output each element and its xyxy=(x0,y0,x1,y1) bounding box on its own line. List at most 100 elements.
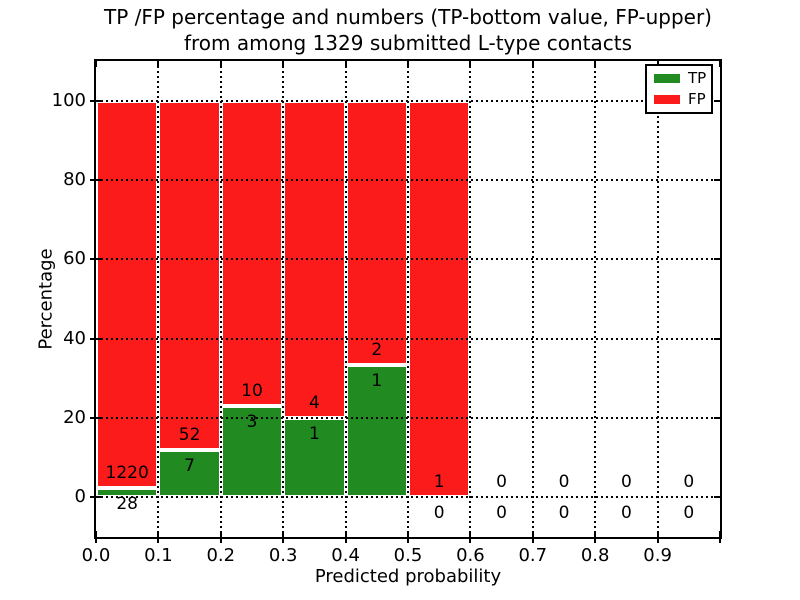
fp-count-label: 10 xyxy=(241,380,263,401)
x-tick-mark xyxy=(656,531,659,537)
tp-count-label: 1 xyxy=(371,371,383,392)
x-tick-label: 0.3 xyxy=(268,545,298,566)
x-tick-mark xyxy=(531,531,534,537)
y-tick-mark xyxy=(96,99,102,102)
x-tick-mark xyxy=(531,539,534,543)
x-tick-mark xyxy=(344,61,347,67)
legend-item-tp: TP xyxy=(654,69,707,87)
tp-count-label: 0 xyxy=(558,503,570,524)
gridline-horizontal xyxy=(96,179,720,181)
y-tick-mark xyxy=(96,179,102,181)
x-tick-mark xyxy=(95,531,97,537)
x-tick-mark xyxy=(719,539,721,543)
x-tick-mark xyxy=(407,539,409,543)
y-tick-label: 80 xyxy=(63,169,86,190)
x-tick-mark xyxy=(157,61,160,67)
tp-count-label: 0 xyxy=(496,503,507,524)
x-tick-label: 0.7 xyxy=(518,545,548,566)
x-tick-mark xyxy=(157,531,160,537)
x-tick-mark xyxy=(95,61,97,67)
y-tick-mark xyxy=(714,99,720,102)
x-tick-mark xyxy=(719,531,721,537)
x-tick-label: 0.1 xyxy=(144,545,173,566)
gridline-vertical xyxy=(407,61,409,537)
y-tick-label: 0 xyxy=(74,486,86,508)
x-tick-label: 0.0 xyxy=(81,545,111,566)
bar-tp-segment xyxy=(345,365,408,498)
y-tick-label: 20 xyxy=(63,407,86,428)
y-tick-label: 40 xyxy=(63,327,86,349)
y-tick-mark xyxy=(714,179,720,181)
tp-count-label: 0 xyxy=(683,503,695,524)
y-tick-mark xyxy=(714,337,720,340)
bar-tp-segment xyxy=(158,450,221,498)
gridline-vertical xyxy=(282,61,285,537)
gridline-horizontal xyxy=(96,417,720,419)
chart-title-line1: TP /FP percentage and numbers (TP-bottom… xyxy=(104,5,712,29)
chart-title-line2: from among 1329 submitted L-type contact… xyxy=(183,31,633,55)
fp-count-label: 0 xyxy=(558,472,570,493)
x-tick-mark xyxy=(594,539,597,543)
legend-label-tp: TP xyxy=(688,69,707,87)
x-tick-mark xyxy=(282,539,285,543)
y-tick-mark xyxy=(90,99,94,102)
x-tick-mark xyxy=(594,61,597,67)
x-tick-mark xyxy=(157,539,160,543)
bar-fp-segment xyxy=(220,100,284,406)
x-tick-label: 0.4 xyxy=(331,545,360,566)
fp-count-label: 4 xyxy=(308,393,320,413)
bar-fp-segment xyxy=(345,100,408,366)
fp-count-label: 52 xyxy=(178,425,201,446)
tp-count-label: 28 xyxy=(116,494,138,515)
y-tick-mark xyxy=(90,337,94,340)
x-tick-label: 0.8 xyxy=(580,545,610,566)
gridline-horizontal xyxy=(96,99,720,102)
x-tick-mark xyxy=(282,61,285,67)
x-tick-mark xyxy=(219,539,222,543)
x-tick-mark xyxy=(656,539,659,543)
gridline-vertical xyxy=(594,61,597,537)
bar-tp-segment xyxy=(283,418,346,498)
gridline-vertical xyxy=(469,61,472,537)
x-tick-label: 0.9 xyxy=(643,545,672,566)
x-tick-mark xyxy=(219,61,222,67)
y-tick-mark xyxy=(90,258,94,261)
gridline-horizontal xyxy=(96,496,720,499)
gridline-horizontal xyxy=(96,337,720,340)
y-tick-mark xyxy=(96,496,102,499)
y-tick-mark xyxy=(96,417,102,419)
x-tick-label: 0.5 xyxy=(393,545,423,566)
x-axis-label: Predicted probability xyxy=(314,566,502,587)
y-tick-mark xyxy=(714,258,720,261)
y-tick-mark xyxy=(96,258,102,261)
bar-fp-segment xyxy=(158,100,221,451)
x-tick-mark xyxy=(407,531,409,537)
y-tick-mark xyxy=(90,496,94,499)
y-tick-mark xyxy=(90,179,94,181)
tp-count-label: 0 xyxy=(433,503,445,524)
chart-title: TP /FP percentage and numbers (TP-bottom… xyxy=(96,4,720,56)
fp-count-label: 0 xyxy=(683,472,695,493)
tp-count-label: 0 xyxy=(620,503,632,524)
x-tick-label: 0.6 xyxy=(456,545,485,566)
x-tick-mark xyxy=(469,531,472,537)
x-tick-mark xyxy=(344,539,347,543)
legend-label-fp: FP xyxy=(688,90,706,108)
x-tick-mark xyxy=(282,531,285,537)
bar-tp-segment xyxy=(96,488,159,498)
gridline-vertical xyxy=(656,61,659,537)
y-tick-label: 100 xyxy=(51,89,86,111)
fp-count-label: 2 xyxy=(371,340,383,361)
x-tick-mark xyxy=(719,61,721,67)
gridline-vertical xyxy=(219,61,222,537)
fp-count-label: 0 xyxy=(620,472,632,493)
legend: TP FP xyxy=(645,64,713,114)
bar-tp-segment xyxy=(220,405,284,498)
gridline-vertical xyxy=(157,61,160,537)
bar-fp-segment xyxy=(408,100,471,498)
x-tick-mark xyxy=(469,61,472,67)
legend-item-fp: FP xyxy=(654,90,706,108)
y-tick-mark xyxy=(714,496,720,499)
fp-count-label: 0 xyxy=(496,472,507,493)
